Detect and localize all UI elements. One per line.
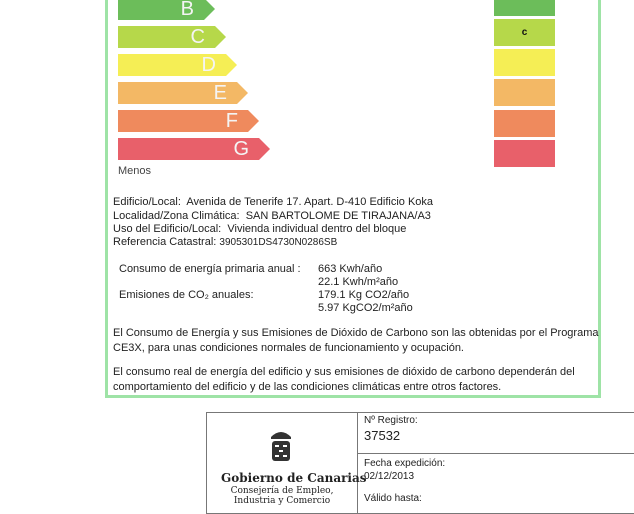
- energy-bar-g: G: [118, 138, 270, 160]
- bar-letter: C: [190, 26, 205, 48]
- department: Consejería de Empleo, Industria y Comerc…: [230, 486, 334, 506]
- rating-box: [494, 140, 555, 167]
- consumo-label: Consumo de energía primaria anual :: [119, 263, 301, 275]
- valido-label: Válido hasta:: [364, 493, 422, 504]
- registro-value: 37532: [364, 428, 401, 443]
- rating-box: c: [494, 19, 555, 46]
- bar-letter: D: [201, 54, 216, 76]
- bar-letter: G: [233, 138, 249, 160]
- localidad: Localidad/Zona Climática: SAN BARTOLOME …: [113, 210, 431, 222]
- emisiones-value: 179.1 Kg CO2/año: [318, 289, 410, 301]
- registro-label: Nº Registro:: [364, 415, 418, 426]
- consumo-value-m2: 22.1 Kwh/m²año: [318, 276, 399, 288]
- fecha-value: 02/12/2013: [364, 471, 415, 482]
- rating-box: [494, 49, 555, 76]
- energy-bar-f: F: [118, 110, 259, 132]
- uso: Uso del Edificio/Local: Vivienda individ…: [113, 223, 407, 235]
- rating-value: c: [521, 27, 528, 38]
- energy-bar-e: E: [118, 82, 248, 104]
- consumo-value: 663 Kwh/año: [318, 263, 383, 275]
- registry-box: Gobierno de Canarias Consejería de Emple…: [206, 412, 634, 514]
- bar-letter: F: [225, 110, 238, 132]
- referencia: Referencia Catastral: 3905301DS4730N0286…: [113, 236, 338, 248]
- bar-letter: B: [180, 0, 194, 20]
- bar-letter: E: [213, 82, 227, 104]
- rating-box: [494, 0, 555, 16]
- rating-box: [494, 79, 555, 106]
- note-1: El Consumo de Energía y sus Emisiones de…: [113, 327, 599, 354]
- note-2: El consumo real de energía del edificio …: [113, 366, 575, 393]
- energy-bar-b: B: [118, 0, 215, 20]
- energy-bar-c: C: [118, 26, 226, 48]
- rating-box: [494, 110, 555, 137]
- low-label: Menos: [118, 165, 152, 177]
- emisiones-label: Emisiones de CO₂ anuales:: [119, 289, 254, 301]
- certificate-frame: [105, 0, 601, 398]
- energy-bar-d: D: [118, 54, 237, 76]
- coat-of-arms-icon: [271, 432, 291, 461]
- emisiones-value-m2: 5.97 KgCO2/m²año: [318, 302, 413, 314]
- fecha-label: Fecha expedición:: [364, 458, 446, 469]
- edificio: Edificio/Local: Avenida de Tenerife 17. …: [113, 196, 434, 208]
- org-name: Gobierno de Canarias: [221, 471, 367, 485]
